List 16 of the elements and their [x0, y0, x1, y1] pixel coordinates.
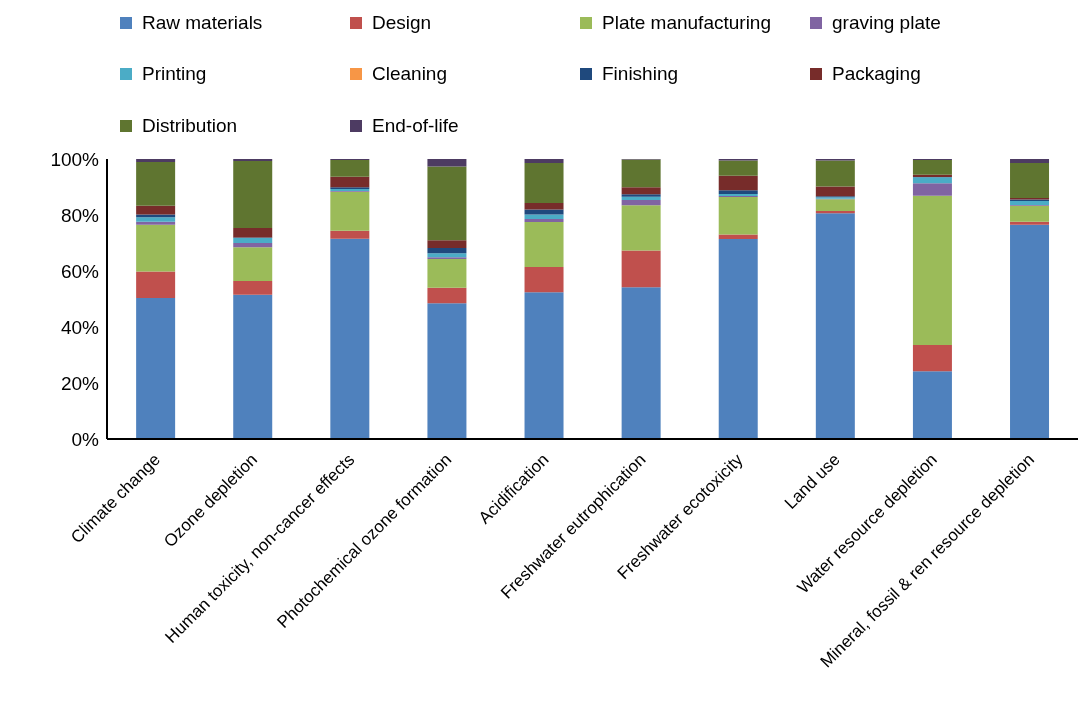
legend-label: Plate manufacturing	[602, 12, 771, 34]
y-tick-label: 60%	[60, 260, 100, 282]
legend-label: Packaging	[832, 63, 921, 86]
y-tick-label: 40%	[60, 316, 100, 338]
y-tick-label: 100%	[50, 148, 100, 170]
legend-label: Cleaning	[372, 63, 447, 86]
legend-label: Distribution	[142, 114, 238, 137]
legend-label: End-of-life	[372, 114, 459, 137]
y-tick-label: 20%	[60, 372, 100, 394]
y-tick-label: 0%	[71, 428, 100, 450]
legend-label: Raw materials	[142, 12, 263, 34]
y-tick-label: 80%	[60, 204, 100, 226]
legend-label: graving plate	[832, 12, 941, 34]
legend-label: Printing	[142, 63, 207, 86]
legend-label: Design	[372, 12, 432, 34]
legend-label: Finishing	[602, 63, 679, 86]
